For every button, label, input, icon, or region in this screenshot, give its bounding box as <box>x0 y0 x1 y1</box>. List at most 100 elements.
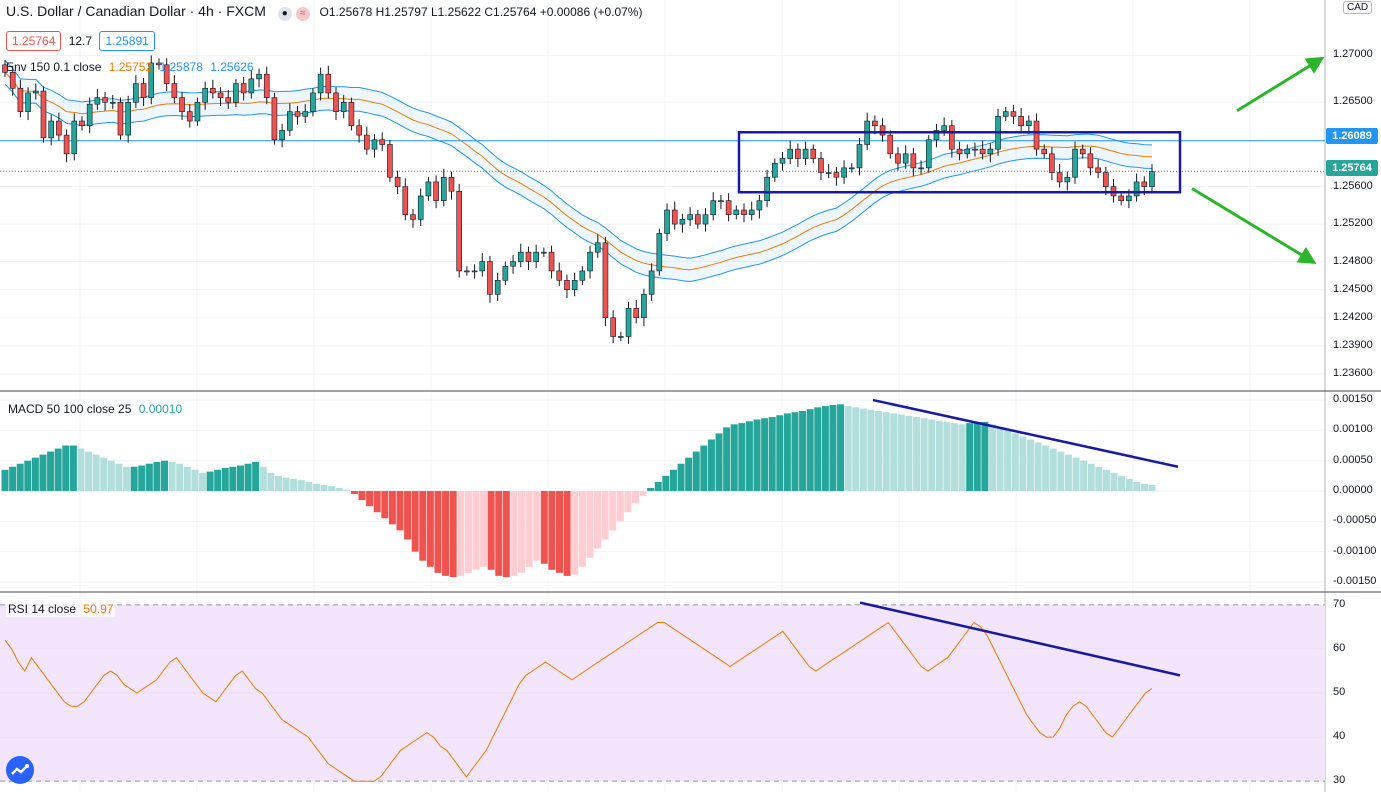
candle-body <box>233 83 239 103</box>
macd-bar <box>115 463 123 491</box>
tradingview-logo-icon[interactable] <box>6 756 34 784</box>
candle-body <box>271 97 278 141</box>
candle-body <box>248 78 255 94</box>
envelope-legend: Env 150 0.1 close 1.25752 1.25878 1.2562… <box>6 60 254 74</box>
candle-body <box>1064 176 1071 183</box>
macd-bar <box>343 489 351 491</box>
macd-bar <box>776 415 784 491</box>
currency-badge[interactable]: CAD <box>1343 1 1373 14</box>
macd-bar <box>745 421 753 491</box>
macd-bar <box>1004 430 1012 491</box>
macd-bar <box>662 475 670 491</box>
macd-bar <box>905 415 913 491</box>
candle-body <box>171 83 178 98</box>
macd-bar <box>199 472 206 491</box>
macd-bar <box>563 491 571 576</box>
candle-body <box>656 233 663 272</box>
macd-bar <box>806 409 814 491</box>
macd-bar <box>312 483 320 491</box>
bid-button[interactable]: 1.25764 <box>6 31 62 51</box>
eye-icon[interactable]: ● <box>277 7 292 22</box>
wave-icon[interactable]: ≈ <box>295 7 310 22</box>
candle-body <box>2 64 8 73</box>
candle-body <box>456 190 462 272</box>
price-tick-label: 1.24500 <box>1333 282 1373 295</box>
macd-bar <box>738 423 746 491</box>
candle-body <box>987 148 994 155</box>
consolidation-box <box>737 131 1182 194</box>
price-tick-label: 1.27000 <box>1333 48 1373 61</box>
candle-body <box>340 102 347 112</box>
candle-body <box>825 172 832 174</box>
candle-body <box>1056 172 1063 183</box>
macd-bar <box>229 466 237 491</box>
candle-body <box>856 144 863 169</box>
candle-body <box>1079 148 1086 155</box>
macd-bar <box>77 448 85 491</box>
macd-bar <box>631 491 639 504</box>
candle-body <box>479 261 486 272</box>
candle-body <box>387 144 393 178</box>
macd-bar <box>1095 466 1103 491</box>
macd-bar <box>335 487 343 491</box>
macd-bar <box>882 412 890 491</box>
macd-bar <box>1 469 9 491</box>
macd-bar <box>404 491 412 540</box>
macd-bar <box>31 457 39 491</box>
macd-bar <box>388 491 396 525</box>
candle-body <box>641 294 647 319</box>
macd-bar <box>449 491 457 578</box>
macd-bar <box>723 427 731 491</box>
candle-body <box>302 111 309 117</box>
macd-bar <box>791 412 799 491</box>
macd-bar <box>16 463 24 491</box>
macd-bar <box>647 487 655 491</box>
rsi-line-chart[interactable] <box>0 604 1325 782</box>
macd-bar <box>130 466 138 491</box>
macd-bar <box>609 491 617 531</box>
macd-bar <box>928 419 936 491</box>
bearish-arrow <box>1191 187 1317 265</box>
macd-bar <box>616 491 624 522</box>
candle-body <box>1033 120 1040 150</box>
candle-body <box>771 162 778 178</box>
macd-bar <box>510 491 518 576</box>
candle-body <box>679 219 686 225</box>
candle-body <box>333 92 339 112</box>
macd-bar <box>138 465 146 491</box>
price-tick-label: 1.25600 <box>1333 179 1373 192</box>
macd-bar <box>1087 463 1095 491</box>
quote-row: 1.25764 12.7 1.25891 <box>6 31 159 51</box>
macd-bar <box>358 491 366 501</box>
candle-body <box>294 111 301 117</box>
macd-bar <box>730 424 738 491</box>
ask-button[interactable]: 1.25891 <box>99 31 155 51</box>
macd-bar <box>123 466 131 491</box>
macd-bar <box>161 460 169 491</box>
macd-bar <box>1102 469 1110 491</box>
macd-bar <box>1042 445 1050 491</box>
rsi-tick-label: 40 <box>1333 730 1346 743</box>
symbol-title: U.S. Dollar / Canadian Dollar · 4h · FXC… <box>6 3 266 19</box>
macd-bar <box>282 477 290 491</box>
macd-bar <box>39 454 47 491</box>
visibility-toggles[interactable]: ● ≈ <box>277 3 310 22</box>
candle-body <box>133 83 139 103</box>
macd-bar <box>244 463 252 491</box>
macd-bar <box>669 469 677 491</box>
macd-bar <box>837 404 845 491</box>
candle-body <box>710 200 717 216</box>
macd-bar <box>556 491 564 573</box>
macd-bar <box>267 472 275 491</box>
price-plot[interactable] <box>0 55 1325 344</box>
macd-bar <box>1019 436 1027 491</box>
price-tick-label: 1.25200 <box>1333 217 1373 230</box>
macd-bar <box>951 423 958 491</box>
macd-histogram[interactable] <box>1 404 1156 578</box>
macd-bar <box>366 491 374 507</box>
candle-body <box>1149 171 1155 187</box>
ohlc-readout: O1.25678 H1.25797 L1.25622 C1.25764 +0.0… <box>319 5 643 19</box>
candle-body <box>818 158 824 173</box>
price-tick-label: 1.24200 <box>1333 310 1373 323</box>
